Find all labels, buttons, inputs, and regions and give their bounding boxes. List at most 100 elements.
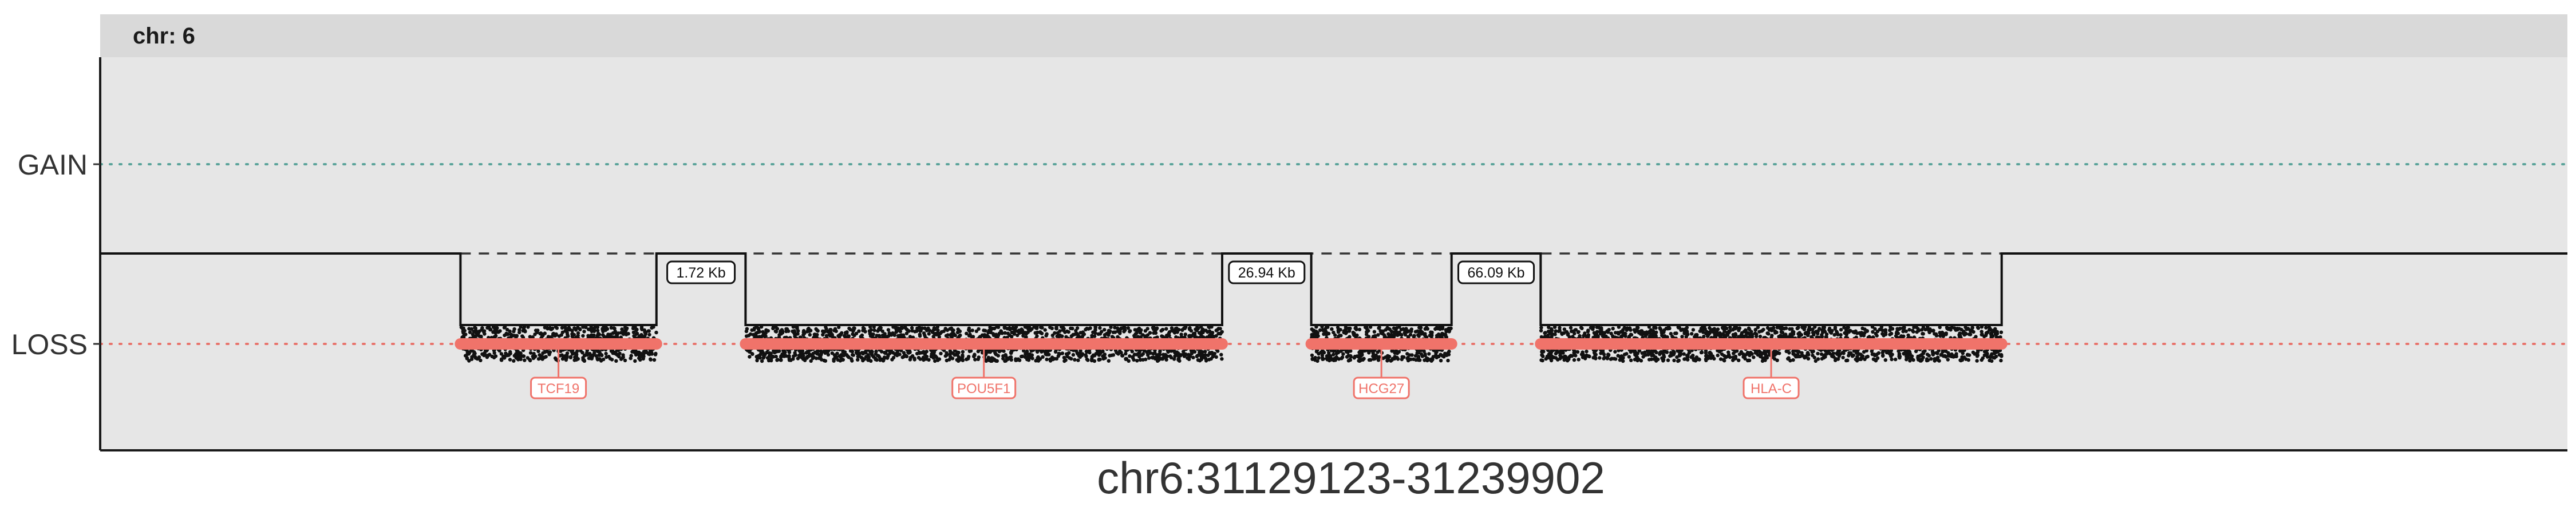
- probe-point: [623, 358, 627, 363]
- probe-point: [1862, 331, 1866, 335]
- probe-point: [966, 356, 970, 360]
- probe-point: [801, 333, 805, 337]
- probe-point: [1831, 351, 1836, 355]
- probe-point: [1560, 332, 1564, 336]
- probe-point: [843, 331, 848, 335]
- probe-point: [1701, 327, 1705, 331]
- probe-point: [797, 354, 801, 358]
- probe-point: [977, 327, 981, 331]
- probe-point: [1786, 335, 1790, 339]
- probe-point: [1883, 358, 1887, 362]
- probe-point: [1609, 331, 1613, 335]
- gene-label: HCG27: [1358, 381, 1404, 397]
- probe-point: [592, 328, 596, 332]
- probe-point: [937, 335, 942, 339]
- gene-tcf19: TCF19: [455, 338, 662, 399]
- probe-point: [830, 351, 835, 355]
- probe-point: [1086, 327, 1091, 331]
- gene-label-box: [1743, 377, 1800, 399]
- probe-point: [461, 331, 465, 335]
- gap-size-label: 26.94 Kb: [1228, 260, 1306, 284]
- probe-point: [1093, 331, 1097, 335]
- probe-point: [1963, 331, 1967, 335]
- probe-point: [1654, 359, 1658, 363]
- probe-point: [1951, 355, 1955, 359]
- probe-point: [927, 358, 931, 362]
- probe-point: [1113, 326, 1117, 330]
- probe-point: [1843, 331, 1848, 335]
- probe-point: [797, 348, 801, 353]
- probe-point: [1218, 327, 1222, 331]
- probe-point: [772, 326, 776, 330]
- probe-point: [1982, 353, 1986, 357]
- probe-point: [931, 356, 935, 360]
- probe-point: [1737, 358, 1741, 362]
- probe-point: [961, 353, 965, 357]
- probe-point: [477, 334, 482, 338]
- probe-point: [1688, 350, 1692, 355]
- probe-point: [566, 334, 570, 338]
- probe-point: [1809, 335, 1814, 339]
- probe-point: [643, 350, 648, 354]
- probe-point: [1060, 334, 1064, 338]
- probe-point: [1043, 328, 1047, 332]
- probe-point: [764, 328, 768, 332]
- probe-point: [971, 335, 975, 339]
- probe-point: [806, 327, 810, 331]
- probe-point: [1419, 352, 1424, 356]
- probe-point: [1008, 333, 1012, 337]
- probe-point: [1773, 350, 1777, 354]
- probe-point: [1824, 335, 1828, 339]
- probe-point: [989, 329, 993, 333]
- probe-point: [1894, 331, 1899, 335]
- probe-point: [1376, 350, 1380, 354]
- probe-point: [923, 326, 927, 330]
- probe-point: [1996, 350, 2000, 354]
- probe-point: [1841, 355, 1845, 360]
- probe-point: [473, 326, 477, 330]
- probe-point: [1190, 350, 1194, 354]
- probe-point: [1558, 356, 1562, 360]
- probe-point: [1078, 355, 1082, 359]
- probe-point: [1135, 359, 1139, 363]
- probe-point: [1890, 357, 1894, 362]
- probe-point: [559, 349, 563, 353]
- probe-point: [515, 348, 519, 352]
- probe-point: [857, 354, 862, 358]
- probe-point: [1666, 358, 1670, 362]
- probe-point: [482, 353, 486, 358]
- probe-point: [1635, 326, 1639, 330]
- probe-point: [1595, 332, 1599, 336]
- probe-point: [883, 351, 887, 355]
- probe-point: [1685, 355, 1690, 359]
- probe-point: [1568, 354, 1573, 358]
- probe-point: [1040, 326, 1044, 330]
- probe-point: [805, 356, 809, 360]
- probe-point: [779, 358, 783, 362]
- probe-point: [1756, 325, 1760, 330]
- probe-point: [1547, 325, 1551, 330]
- probe-point: [982, 333, 987, 337]
- probe-point: [1408, 332, 1413, 337]
- probe-point: [1725, 355, 1729, 359]
- probe-point: [584, 325, 588, 330]
- probe-point: [643, 331, 648, 335]
- probe-point: [1422, 349, 1426, 353]
- probe-point: [1357, 355, 1361, 359]
- probe-point: [1967, 353, 1971, 357]
- probe-point: [1882, 328, 1887, 332]
- probe-point: [1447, 330, 1451, 334]
- probe-point: [1550, 327, 1554, 331]
- probe-point: [1057, 351, 1061, 355]
- facet-strip: [100, 14, 2567, 57]
- probe-point: [1385, 326, 1389, 330]
- probe-point: [2000, 354, 2004, 358]
- probe-point: [1791, 358, 1795, 362]
- probe-point: [1873, 327, 1877, 331]
- probe-point: [1009, 358, 1013, 362]
- probe-point: [1772, 357, 1777, 361]
- probe-point: [540, 334, 544, 339]
- probe-point: [1647, 330, 1652, 334]
- probe-point: [1577, 358, 1581, 362]
